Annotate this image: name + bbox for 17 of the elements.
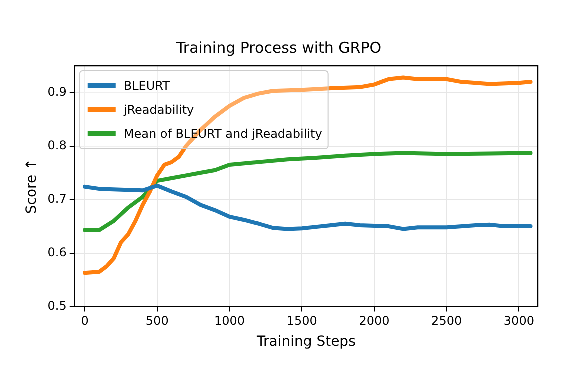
x-tick-label: 2500 <box>432 314 462 328</box>
x-tick-label: 0 <box>81 314 89 328</box>
x-tick-label: 1500 <box>286 314 318 328</box>
y-tick-label: 0.5 <box>48 298 67 313</box>
x-tick-label: 2000 <box>359 314 390 328</box>
legend-label: BLEURT <box>124 79 171 94</box>
y-tick-label: 0.6 <box>48 245 67 260</box>
x-tick-label: 1000 <box>214 314 246 328</box>
y-tick-label: 0.9 <box>48 84 67 99</box>
x-tick-label: 3000 <box>504 314 534 328</box>
chart-title: Training Process with GRPO <box>175 38 382 57</box>
legend-label: jReadability <box>122 103 194 118</box>
x-axis-title: Training Steps <box>256 334 356 350</box>
x-tick-label: 500 <box>146 314 169 328</box>
y-tick-label: 0.7 <box>48 192 67 206</box>
y-tick-label: 0.8 <box>48 138 67 152</box>
y-axis-title: Score ↑ <box>24 158 40 214</box>
